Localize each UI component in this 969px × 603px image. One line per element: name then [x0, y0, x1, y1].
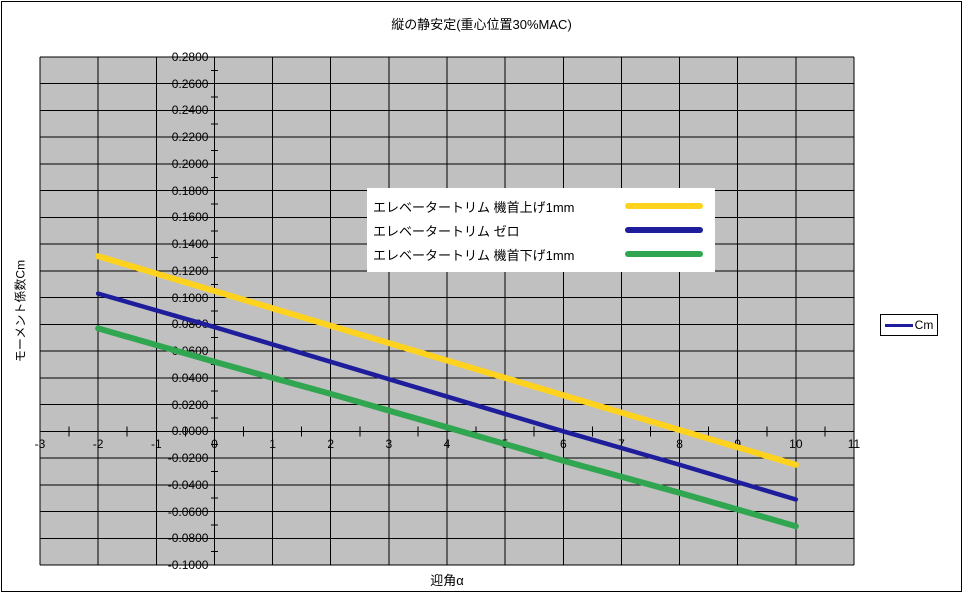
legend-line-swatch: [625, 251, 703, 257]
series-legend[interactable]: エレベータートリム 機首上げ1mm エレベータートリム ゼロエレベータートリム 機…: [367, 188, 715, 272]
legend-line-swatch: [625, 227, 703, 233]
cm-legend[interactable]: Cm: [880, 314, 938, 336]
legend-item-label: エレベータートリム ゼロ: [373, 223, 520, 239]
legend-item-label: エレベータートリム 機首下げ1mm: [373, 247, 575, 263]
cm-legend-label: Cm: [914, 318, 934, 332]
legend-line-swatch: [625, 203, 703, 209]
series-line-1[interactable]: [95, 291, 799, 502]
x-axis-title: 迎角α: [430, 573, 464, 588]
legend-item-label: エレベータートリム 機首上げ1mm: [373, 199, 575, 215]
y-axis-title: モーメント係数Cm: [13, 259, 28, 363]
cm-legend-line-swatch: [884, 323, 913, 327]
legend-item[interactable]: エレベータートリム ゼロ: [373, 219, 703, 241]
chart-frame: [1, 1, 962, 592]
chart-title: 縦の静安定(重心位置30%MAC): [391, 17, 572, 32]
series-line-0[interactable]: [95, 253, 799, 468]
legend-item[interactable]: エレベータートリム 機首上げ1mm: [373, 195, 703, 217]
series-line-2[interactable]: [95, 325, 799, 530]
legend-item[interactable]: エレベータートリム 機首下げ1mm: [373, 243, 703, 265]
